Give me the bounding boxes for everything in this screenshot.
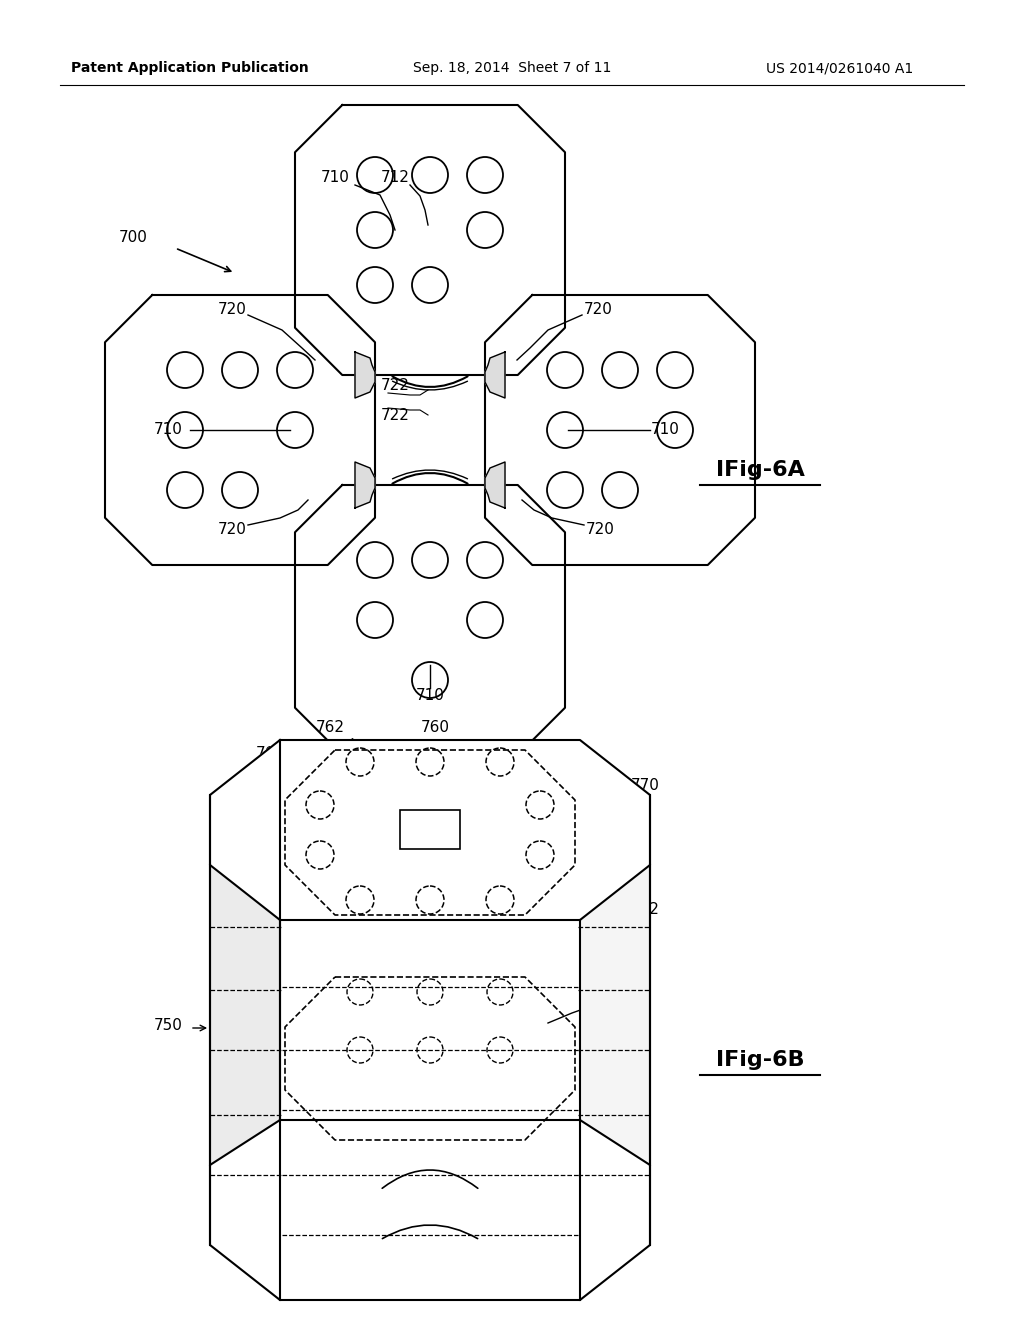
Polygon shape xyxy=(355,462,375,508)
Text: 750: 750 xyxy=(154,1018,182,1032)
Polygon shape xyxy=(210,865,280,1300)
Polygon shape xyxy=(210,741,280,1166)
Polygon shape xyxy=(485,294,755,565)
Text: 760: 760 xyxy=(551,747,580,763)
Text: 712: 712 xyxy=(381,170,410,186)
Text: 700: 700 xyxy=(119,231,148,246)
Polygon shape xyxy=(485,352,505,399)
Text: 720: 720 xyxy=(217,523,247,537)
Text: 770: 770 xyxy=(631,777,659,792)
Polygon shape xyxy=(210,1119,650,1300)
Text: 710: 710 xyxy=(416,688,444,702)
Text: 760: 760 xyxy=(421,721,450,735)
Text: Sep. 18, 2014  Sheet 7 of 11: Sep. 18, 2014 Sheet 7 of 11 xyxy=(413,61,611,75)
Text: 720: 720 xyxy=(217,302,247,318)
Bar xyxy=(400,810,460,849)
Polygon shape xyxy=(580,865,650,1300)
Text: 722: 722 xyxy=(381,408,410,422)
Text: 710: 710 xyxy=(321,170,349,186)
Text: 710: 710 xyxy=(650,422,680,437)
Polygon shape xyxy=(580,741,650,1166)
Text: US 2014/0261040 A1: US 2014/0261040 A1 xyxy=(766,61,913,75)
Text: IFig-6A: IFig-6A xyxy=(716,459,805,480)
Text: 772: 772 xyxy=(631,903,659,917)
Text: 764: 764 xyxy=(256,746,285,760)
Polygon shape xyxy=(295,106,565,375)
Text: 720: 720 xyxy=(586,523,614,537)
Text: 720: 720 xyxy=(584,302,612,318)
Polygon shape xyxy=(105,294,375,565)
Polygon shape xyxy=(295,484,565,755)
Text: Patent Application Publication: Patent Application Publication xyxy=(71,61,309,75)
Text: 762: 762 xyxy=(315,721,344,735)
Text: 764: 764 xyxy=(586,998,614,1012)
Text: 722: 722 xyxy=(381,378,410,392)
Polygon shape xyxy=(210,741,650,920)
Polygon shape xyxy=(355,352,375,399)
Text: 760: 760 xyxy=(416,1197,444,1213)
Text: 710: 710 xyxy=(154,422,182,437)
Polygon shape xyxy=(485,462,505,508)
Text: IFig-6B: IFig-6B xyxy=(716,1049,804,1071)
